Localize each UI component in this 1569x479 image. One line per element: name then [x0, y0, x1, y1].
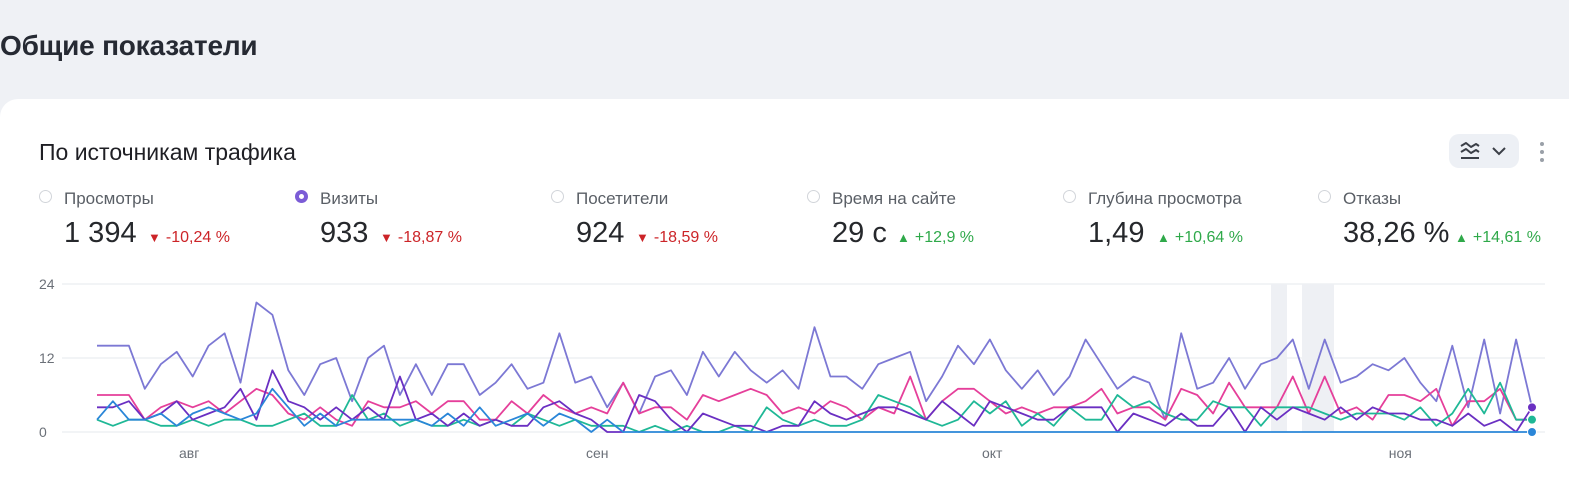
page-title: Общие показатели — [0, 30, 258, 61]
arrow-down-icon: ▼ — [148, 230, 161, 245]
arrow-up-icon: ▲ — [1157, 230, 1170, 245]
x-axis-labels: авг сен окт ноя — [179, 445, 1412, 461]
metric-value: 38,26 % — [1343, 217, 1450, 249]
metric-delta: ▼ -10,24 % — [148, 229, 230, 247]
radio-button[interactable] — [295, 190, 308, 203]
metric-label: Визиты — [320, 189, 379, 208]
metric-delta-value: +14,61 % — [1472, 229, 1541, 246]
metric-time-on-site[interactable]: Время на сайте 29 с ▲ +12,9 % — [807, 189, 1057, 259]
metric-label: Время на сайте — [832, 189, 956, 208]
metric-pageviews[interactable]: Просмотры 1 394 ▼ -10,24 % — [39, 189, 289, 259]
x-tick-label: окт — [982, 445, 1003, 461]
metric-visitors[interactable]: Посетители 924 ▼ -18,59 % — [551, 189, 801, 259]
chart-endpoints — [1527, 402, 1537, 437]
arrow-down-icon: ▼ — [380, 230, 393, 245]
x-tick-label: сен — [586, 445, 609, 461]
series-line-4 — [96, 387, 1532, 433]
radio-button[interactable] — [551, 190, 564, 203]
y-tick-label: 0 — [39, 424, 47, 440]
kebab-menu-icon[interactable] — [1534, 139, 1550, 165]
chart-series — [96, 301, 1533, 433]
card-title: По источникам трафика — [39, 139, 296, 165]
metric-label: Отказы — [1343, 189, 1402, 208]
metric-page-depth[interactable]: Глубина просмотра 1,49 ▲ +10,64 % — [1063, 189, 1313, 259]
metric-value: 29 с — [832, 217, 887, 249]
metric-label: Глубина просмотра — [1088, 189, 1242, 208]
radio-button[interactable] — [39, 190, 52, 203]
y-tick-label: 12 — [39, 350, 55, 366]
metric-delta-value: -10,24 % — [165, 229, 230, 246]
metric-bounce-rate[interactable]: Отказы 38,26 % ▲ +14,61 % — [1318, 189, 1568, 259]
metric-delta-value: -18,87 % — [397, 229, 462, 246]
series-endpoint-2 — [1527, 414, 1537, 425]
metric-visits[interactable]: Визиты 933 ▼ -18,87 % — [295, 189, 545, 259]
traffic-line-chart[interactable]: 0 12 24 авг сен окт ноя — [0, 270, 1569, 471]
metric-delta: ▼ -18,87 % — [380, 229, 462, 247]
series-line-3 — [97, 369, 1533, 433]
metric-delta-value: +12,9 % — [914, 229, 975, 246]
metric-value: 1,49 — [1088, 217, 1145, 249]
series-endpoint-4 — [1527, 427, 1537, 437]
series-endpoint-3 — [1527, 402, 1537, 413]
metric-label: Просмотры — [64, 189, 154, 208]
metric-value: 924 — [576, 217, 625, 249]
radio-button[interactable] — [1318, 190, 1331, 203]
radio-button[interactable] — [807, 190, 820, 203]
series-line-0 — [97, 301, 1533, 421]
series-line-1 — [97, 375, 1532, 427]
arrow-up-icon: ▲ — [897, 230, 910, 245]
chart-type-button[interactable] — [1449, 134, 1519, 168]
metric-delta: ▲ +10,64 % — [1157, 229, 1243, 247]
metric-delta-value: -18,59 % — [653, 229, 718, 246]
metric-value: 1 394 — [64, 217, 137, 249]
metric-delta: ▲ +14,61 % — [1455, 229, 1541, 247]
metric-label: Посетители — [576, 189, 669, 208]
metric-delta-value: +10,64 % — [1174, 229, 1243, 246]
arrow-down-icon: ▼ — [636, 230, 649, 245]
metric-value: 933 — [320, 217, 369, 249]
metric-delta: ▲ +12,9 % — [897, 229, 974, 247]
metric-delta: ▼ -18,59 % — [636, 229, 718, 247]
line-chart-icon — [1460, 142, 1480, 159]
highlight-band — [1271, 284, 1287, 432]
chart-highlights — [1271, 284, 1334, 432]
y-tick-label: 24 — [39, 276, 55, 292]
x-tick-label: авг — [179, 445, 199, 461]
radio-button[interactable] — [1063, 190, 1076, 203]
chevron-down-icon — [1492, 147, 1506, 156]
arrow-up-icon: ▲ — [1455, 230, 1468, 245]
x-tick-label: ноя — [1389, 445, 1412, 461]
y-axis-labels: 0 12 24 — [39, 276, 55, 440]
